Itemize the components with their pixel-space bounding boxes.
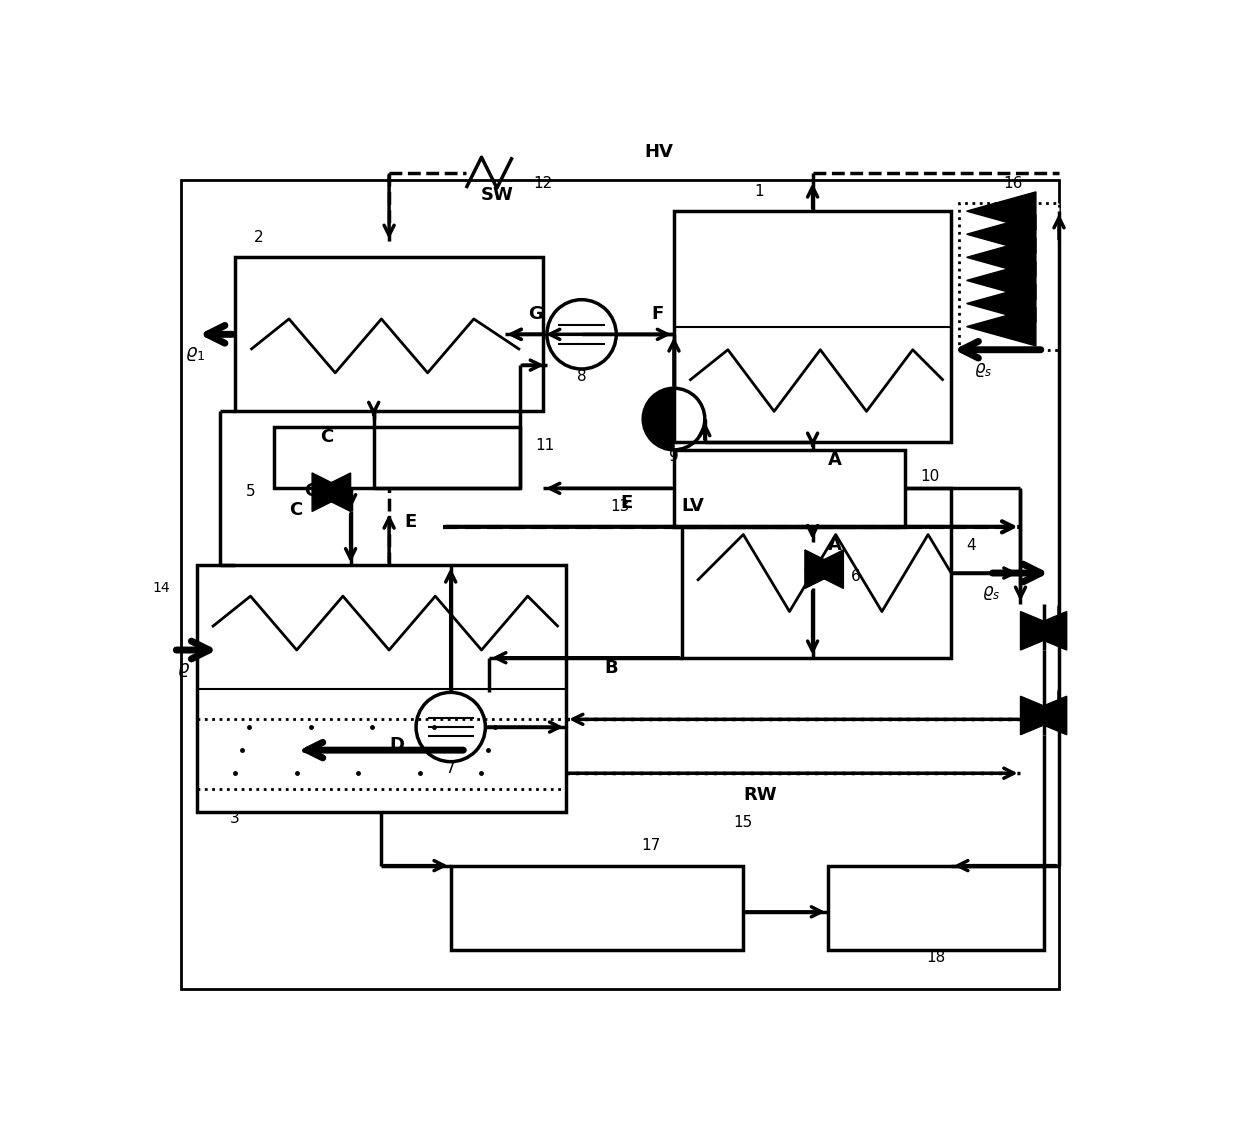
Polygon shape	[312, 473, 351, 512]
Text: A: A	[828, 451, 842, 470]
Polygon shape	[967, 192, 1035, 231]
Text: 4: 4	[967, 538, 976, 553]
Text: 13: 13	[610, 499, 630, 514]
Bar	[236, 257, 543, 412]
Wedge shape	[644, 388, 675, 450]
Text: 1: 1	[754, 184, 764, 199]
Text: E: E	[620, 493, 632, 512]
Polygon shape	[805, 550, 843, 589]
Text: HV: HV	[644, 143, 673, 161]
Text: 2: 2	[181, 150, 190, 164]
Text: 18: 18	[926, 949, 945, 965]
Polygon shape	[967, 238, 1035, 276]
Polygon shape	[312, 473, 351, 512]
Polygon shape	[1021, 696, 1066, 735]
Text: 10: 10	[920, 468, 940, 483]
Text: $\varrho_s$: $\varrho_s$	[982, 584, 1001, 603]
Polygon shape	[1021, 612, 1066, 650]
Text: G: G	[528, 305, 543, 323]
Text: $\varrho$: $\varrho$	[177, 661, 191, 679]
Bar	[675, 450, 905, 526]
Text: 15: 15	[734, 815, 753, 830]
Text: $\varrho_1$: $\varrho_1$	[185, 346, 206, 364]
Polygon shape	[967, 262, 1035, 300]
Bar	[828, 865, 1044, 951]
Text: 2: 2	[253, 230, 263, 244]
Bar	[197, 565, 567, 812]
Text: E: E	[404, 513, 417, 531]
Text: 8: 8	[577, 368, 587, 383]
Text: 16: 16	[1003, 176, 1023, 191]
Text: LV: LV	[682, 497, 704, 515]
Bar	[682, 488, 951, 657]
Text: 11: 11	[536, 438, 554, 453]
Text: 5: 5	[246, 484, 255, 499]
Bar	[675, 211, 951, 442]
Text: F: F	[651, 305, 663, 323]
Text: 7: 7	[446, 762, 455, 777]
Polygon shape	[1021, 612, 1066, 650]
Text: C: C	[320, 429, 334, 446]
Text: SW: SW	[480, 185, 513, 204]
Text: 14: 14	[153, 581, 170, 596]
Bar	[274, 426, 520, 488]
Text: 9: 9	[670, 449, 678, 464]
Text: 17: 17	[641, 838, 661, 853]
Text: C: C	[289, 501, 303, 520]
Text: RW: RW	[743, 786, 777, 804]
Text: B: B	[605, 659, 619, 678]
Text: C: C	[304, 482, 317, 500]
Text: D: D	[389, 736, 404, 754]
Bar	[959, 204, 1059, 350]
Text: $\varrho_s$: $\varrho_s$	[975, 360, 993, 379]
Polygon shape	[967, 284, 1035, 323]
Text: 6: 6	[851, 568, 861, 583]
Polygon shape	[967, 307, 1035, 346]
Text: 12: 12	[533, 176, 553, 191]
Polygon shape	[1021, 696, 1066, 735]
Polygon shape	[805, 550, 843, 589]
Text: 3: 3	[231, 812, 241, 827]
Polygon shape	[967, 215, 1035, 254]
Bar	[450, 865, 743, 951]
Text: A: A	[828, 536, 842, 554]
